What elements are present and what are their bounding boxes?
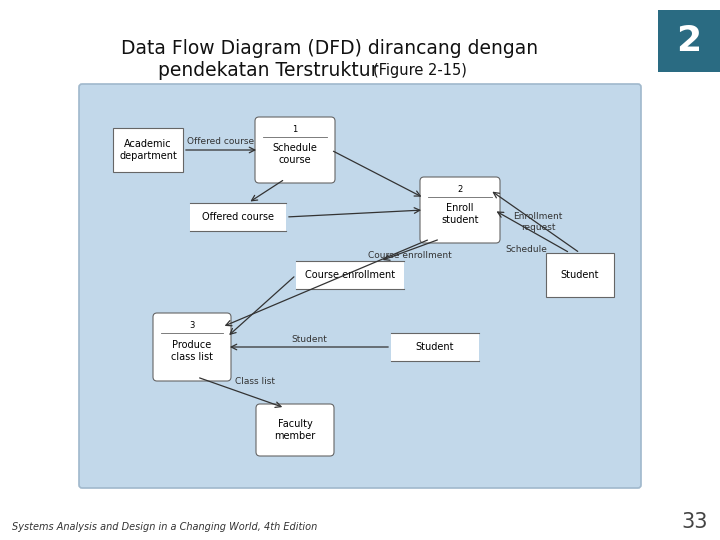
Text: Faculty
member: Faculty member	[274, 419, 315, 441]
Text: 3: 3	[189, 321, 194, 330]
Text: Produce
class list: Produce class list	[171, 340, 213, 362]
Text: Student: Student	[561, 270, 599, 280]
Text: Class list: Class list	[235, 377, 275, 387]
FancyBboxPatch shape	[256, 404, 334, 456]
Text: Academic
department: Academic department	[119, 139, 177, 161]
Text: 1: 1	[292, 125, 297, 134]
Text: Student: Student	[415, 342, 454, 352]
FancyBboxPatch shape	[420, 177, 500, 243]
Text: Enroll
student: Enroll student	[441, 203, 479, 225]
Bar	[658, 10, 720, 72]
FancyBboxPatch shape	[546, 253, 614, 297]
Bar	[391, 333, 479, 361]
Text: 2: 2	[457, 186, 463, 194]
Text: Systems Analysis and Design in a Changing World, 4th Edition: Systems Analysis and Design in a Changin…	[12, 522, 318, 532]
Bar	[190, 203, 286, 231]
Text: Enrollment
request: Enrollment request	[513, 212, 563, 232]
Text: Schedule: Schedule	[505, 246, 547, 254]
Text: Course enrollment: Course enrollment	[368, 251, 452, 260]
Text: Offered course: Offered course	[187, 138, 255, 146]
Text: (Figure 2-15): (Figure 2-15)	[373, 63, 467, 78]
Text: Data Flow Diagram (DFD) dirancang dengan: Data Flow Diagram (DFD) dirancang dengan	[122, 38, 539, 57]
FancyBboxPatch shape	[79, 84, 641, 488]
Text: Course enrollment: Course enrollment	[305, 270, 395, 280]
FancyBboxPatch shape	[113, 128, 183, 172]
Text: 2: 2	[676, 24, 701, 58]
Text: Offered course: Offered course	[202, 212, 274, 222]
Text: 33: 33	[682, 512, 708, 532]
FancyBboxPatch shape	[153, 313, 231, 381]
Text: Student: Student	[291, 334, 327, 343]
Text: Schedule
course: Schedule course	[273, 143, 318, 165]
Text: pendekatan Terstruktur: pendekatan Terstruktur	[158, 60, 378, 79]
Bar	[296, 261, 404, 289]
FancyBboxPatch shape	[255, 117, 335, 183]
